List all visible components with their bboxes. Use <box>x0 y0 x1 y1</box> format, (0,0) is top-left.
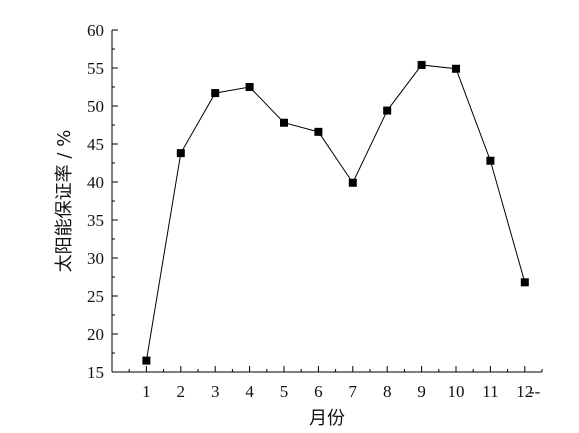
data-point-marker <box>245 83 254 91</box>
y-tick-label: 40 <box>87 173 104 192</box>
data-point-marker <box>211 89 220 98</box>
x-axis-end-text: -- <box>529 382 541 401</box>
series-markers <box>142 60 529 365</box>
data-point-marker <box>142 356 151 365</box>
x-tick-label: 1 <box>142 382 151 401</box>
x-tick-label: 7 <box>349 382 358 401</box>
y-tick-label: 55 <box>87 59 104 78</box>
x-tick-label: 12 <box>516 382 533 401</box>
data-point-marker <box>452 64 460 73</box>
data-point-marker <box>520 278 529 287</box>
y-tick-label: 15 <box>87 363 104 382</box>
y-axis-label: 太阳能保证率 / % <box>54 130 75 273</box>
y-tick-label: 35 <box>87 211 104 230</box>
x-tick-label: 10 <box>448 382 465 401</box>
x-tick-label: 8 <box>383 382 392 401</box>
data-point-marker <box>280 118 288 127</box>
y-tick-label: 45 <box>87 135 104 154</box>
y-axis-ticks: 15 20 25 30 35 40 45 50 55 60 <box>87 21 118 382</box>
x-tick-label: 3 <box>211 382 220 401</box>
x-tick-label: 11 <box>482 382 498 401</box>
x-axis-ticks: 1 2 3 4 5 6 7 8 9 10 11 12 <box>128 366 543 401</box>
x-axis-label: 月份 <box>309 408 345 429</box>
y-tick-label: 30 <box>87 249 104 268</box>
y-tick-label: 50 <box>87 97 104 116</box>
x-tick-label: 4 <box>245 382 254 401</box>
x-tick-label: 5 <box>280 382 289 401</box>
y-tick-label: 20 <box>87 325 104 344</box>
data-point-marker <box>314 127 323 136</box>
y-tick-label: 60 <box>87 21 104 40</box>
data-point-marker <box>348 178 357 187</box>
y-tick-label: 25 <box>87 287 104 306</box>
data-point-marker <box>417 60 426 69</box>
data-point-marker <box>383 106 392 115</box>
x-tick-label: 6 <box>314 382 323 401</box>
data-point-marker <box>486 156 495 165</box>
data-point-marker <box>176 149 185 158</box>
series-line <box>145 64 526 361</box>
x-tick-label: 9 <box>417 382 426 401</box>
x-tick-label: 2 <box>177 382 186 401</box>
